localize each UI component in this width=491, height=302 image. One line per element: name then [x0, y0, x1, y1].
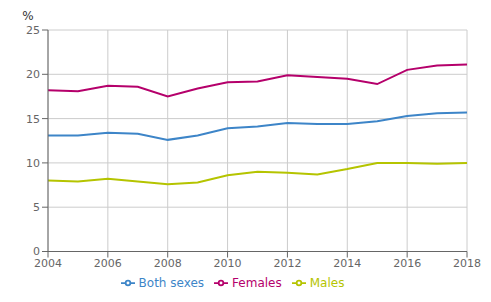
svg-text:5: 5 — [33, 201, 40, 214]
svg-text:2014: 2014 — [333, 257, 361, 270]
svg-text:%: % — [22, 9, 33, 23]
html-text:Females: Females — [232, 275, 282, 290]
svg-text:2004: 2004 — [34, 257, 62, 270]
svg-text:10: 10 — [26, 157, 40, 170]
svg-text:0: 0 — [33, 245, 40, 258]
svg-text:20: 20 — [26, 68, 40, 81]
html-text:Males: Males — [309, 275, 345, 290]
svg-text:2016: 2016 — [393, 257, 421, 270]
svg-text:2008: 2008 — [154, 257, 182, 270]
svg-text:2018: 2018 — [453, 257, 481, 270]
svg-text:2012: 2012 — [273, 257, 301, 270]
svg-text:2006: 2006 — [94, 257, 122, 270]
html-text:Both sexes: Both sexes — [138, 275, 205, 290]
svg-text:15: 15 — [26, 113, 40, 126]
svg-text:2010: 2010 — [214, 257, 242, 270]
svg-text:25: 25 — [26, 24, 40, 37]
